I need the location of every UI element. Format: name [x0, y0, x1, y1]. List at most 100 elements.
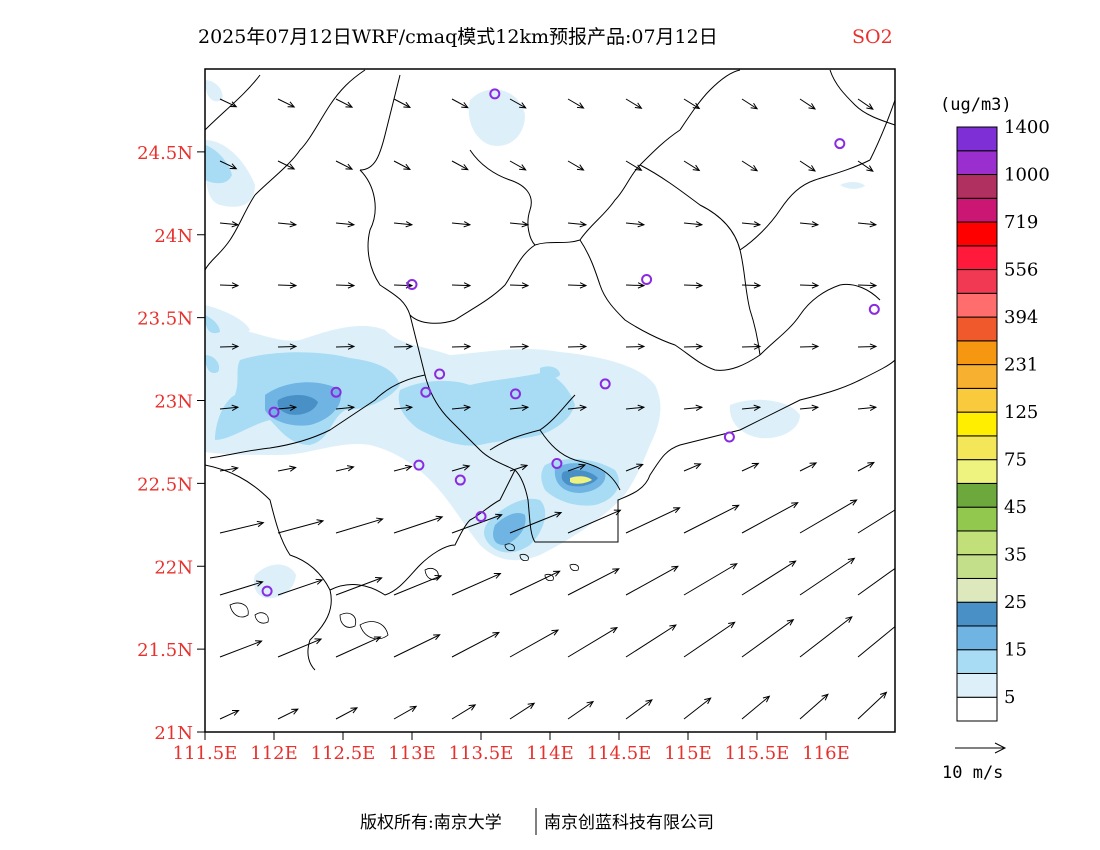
wind-arrow [509, 464, 529, 472]
lon-label: 113.5E [449, 743, 514, 764]
station-marker [723, 431, 735, 443]
wind-arrow [625, 699, 653, 720]
wind-arrow [683, 160, 701, 172]
wind-arrow [683, 282, 704, 289]
wind-scale-label: 10 m/s [942, 763, 1003, 783]
wind-arrow [451, 282, 472, 289]
wind-arrow [683, 504, 740, 534]
wind-arrow [741, 282, 762, 289]
wind-arrow [799, 499, 858, 534]
copyright-text: 版权所有:南京大学 [360, 813, 502, 833]
wind-arrow [567, 404, 588, 411]
lat-label: 22.5N [137, 474, 193, 495]
wind-arrow [625, 507, 681, 534]
wind-arrow [683, 343, 704, 350]
station-marker [330, 386, 342, 398]
colorbar-segment [956, 696, 998, 722]
wind-arrow [509, 343, 530, 350]
wind-arrow [625, 343, 646, 350]
wind-arrow [451, 404, 472, 411]
wind-arrow [277, 708, 299, 720]
wind-arrow [567, 343, 588, 350]
station-marker [420, 386, 432, 398]
colorbar-segment [956, 126, 998, 152]
colorbar-label: 394 [1004, 307, 1038, 328]
wind-arrow [277, 98, 296, 108]
station-marker [834, 138, 846, 150]
wind-scale-arrowhead [994, 742, 1007, 754]
station-marker [510, 388, 521, 400]
lat-label: 23.5N [137, 309, 193, 330]
wind-arrow [393, 705, 418, 720]
colorbar-segment [956, 340, 998, 366]
wind-arrow [451, 343, 472, 350]
wind-arrow [509, 629, 560, 658]
colorbar-segment [956, 316, 998, 342]
colorbar-segment [956, 672, 998, 698]
colorbar-segment [956, 411, 998, 437]
wind-arrow [451, 160, 469, 171]
coastline-boundaries [205, 69, 895, 671]
wind-arrow [219, 580, 264, 596]
station-marker [413, 459, 425, 471]
wind-arrow [625, 98, 643, 109]
wind-arrow [625, 282, 646, 289]
wind-arrow [335, 160, 354, 170]
wind-arrow [567, 160, 585, 171]
lon-label: 113E [388, 743, 436, 764]
lon-label: 111.5E [173, 743, 238, 764]
lat-label: 24.5N [137, 143, 193, 164]
wind-arrow [509, 282, 530, 289]
wind-arrow [625, 463, 644, 472]
wind-arrow [625, 404, 646, 411]
wind-arrow [219, 709, 240, 720]
wind-arrow [393, 343, 414, 350]
wind-arrow [335, 282, 356, 289]
colorbar-segment [956, 292, 998, 318]
lon-label: 114.5E [587, 743, 652, 764]
wind-arrow [741, 160, 759, 172]
colorbar-segment [956, 625, 998, 651]
colorbar-label: 15 [1004, 640, 1027, 661]
lon-label: 115E [664, 743, 712, 764]
wind-arrow [509, 702, 536, 720]
wind-arrow [799, 282, 820, 289]
lon-label: 112.5E [311, 743, 376, 764]
wind-arrow [393, 221, 414, 228]
station-marker [261, 585, 273, 597]
lon-label: 114E [526, 743, 574, 764]
pollutant-label: SO2 [852, 26, 893, 48]
islands [229, 543, 579, 640]
colorbar-segment [956, 245, 998, 271]
wind-arrow [277, 638, 323, 658]
colorbar-segment [956, 577, 998, 603]
colorbar-label: 556 [1004, 260, 1038, 281]
lat-label: 21.5N [137, 640, 193, 661]
wind-arrow [393, 160, 412, 170]
wind-arrow [567, 568, 620, 596]
wind-arrow [451, 631, 500, 658]
map-plot-area [205, 69, 895, 732]
wind-arrow [741, 221, 762, 228]
colorbar-segment [956, 459, 998, 484]
lat-label: 24N [154, 226, 193, 247]
wind-arrow [335, 636, 382, 658]
lon-label: 116E [802, 743, 850, 764]
wind-arrow [277, 465, 297, 472]
wind-arrow [219, 520, 265, 534]
wind-arrow [219, 282, 240, 289]
wind-arrow [741, 618, 795, 658]
colorbar-segment [956, 601, 998, 627]
wind-arrow [219, 160, 238, 170]
wind-arrow [509, 160, 527, 171]
colorbar-segment [956, 554, 998, 579]
wind-arrow [277, 578, 324, 596]
colorbar-segment [956, 530, 998, 556]
wind-arrow [567, 282, 588, 289]
wind-arrow [799, 693, 829, 720]
wind-arrow [451, 573, 502, 596]
wind-arrow [741, 343, 762, 350]
wind-arrow [393, 98, 412, 108]
station-marker [475, 511, 487, 523]
wind-arrow [567, 626, 619, 658]
